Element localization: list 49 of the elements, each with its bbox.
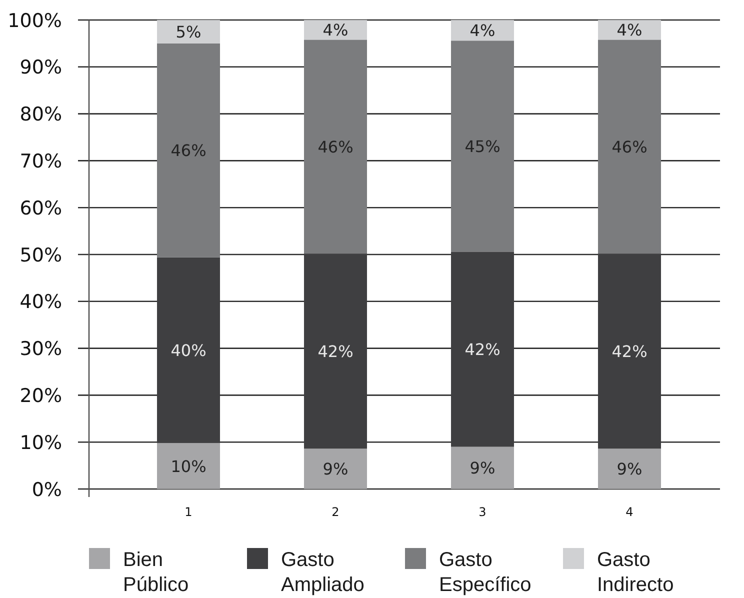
data-label: 4% — [616, 20, 642, 40]
x-tick-label: 3 — [478, 505, 486, 519]
bar — [304, 254, 367, 449]
data-label: 46% — [318, 137, 354, 156]
data-label: 9% — [322, 460, 348, 479]
bar — [157, 443, 220, 489]
x-tick-label: 1 — [184, 505, 192, 519]
y-tick-label: 80% — [20, 104, 62, 126]
data-label: 4% — [322, 20, 348, 40]
y-tick-label: 20% — [20, 385, 62, 408]
bar — [157, 257, 220, 444]
legend-label: Gasto Específico — [439, 549, 532, 596]
data-label: 5% — [176, 22, 202, 42]
y-tick-label: 90% — [20, 56, 62, 79]
y-tick-label: 100% — [8, 10, 62, 32]
y-tick-label: 60% — [20, 197, 62, 220]
data-label: 42% — [612, 342, 648, 361]
bar — [598, 448, 661, 489]
data-label: 10% — [170, 456, 206, 476]
y-tick-label: 70% — [20, 150, 62, 173]
bar — [451, 40, 514, 252]
data-label: 45% — [464, 136, 500, 156]
bar — [451, 252, 514, 447]
legend-label: Gasto Ampliado — [281, 549, 364, 596]
y-tick-label: 40% — [20, 291, 62, 314]
data-label: 42% — [318, 342, 354, 361]
data-label: 9% — [470, 458, 496, 478]
data-label: 42% — [464, 340, 500, 359]
y-tick-label: 10% — [20, 432, 62, 454]
y-tick-label: 30% — [20, 338, 62, 360]
y-tick-label: 50% — [20, 244, 62, 266]
bar — [304, 448, 367, 489]
bar — [304, 40, 367, 254]
legend-label: Gasto Indirecto — [597, 549, 674, 596]
data-label: 40% — [170, 340, 206, 360]
y-tick-label: 0% — [32, 478, 62, 501]
legend-label: Bien Público — [123, 549, 189, 596]
data-label: 9% — [616, 460, 642, 479]
data-label: 4% — [470, 21, 496, 40]
bar — [598, 254, 661, 449]
x-tick-label: 2 — [332, 505, 340, 519]
bar — [451, 446, 514, 489]
bar — [598, 40, 661, 254]
bar — [451, 20, 514, 41]
x-tick-label: 4 — [626, 505, 634, 519]
bar — [157, 43, 220, 258]
data-label: 46% — [612, 137, 648, 156]
bar — [157, 20, 220, 44]
data-label: 46% — [170, 141, 206, 160]
